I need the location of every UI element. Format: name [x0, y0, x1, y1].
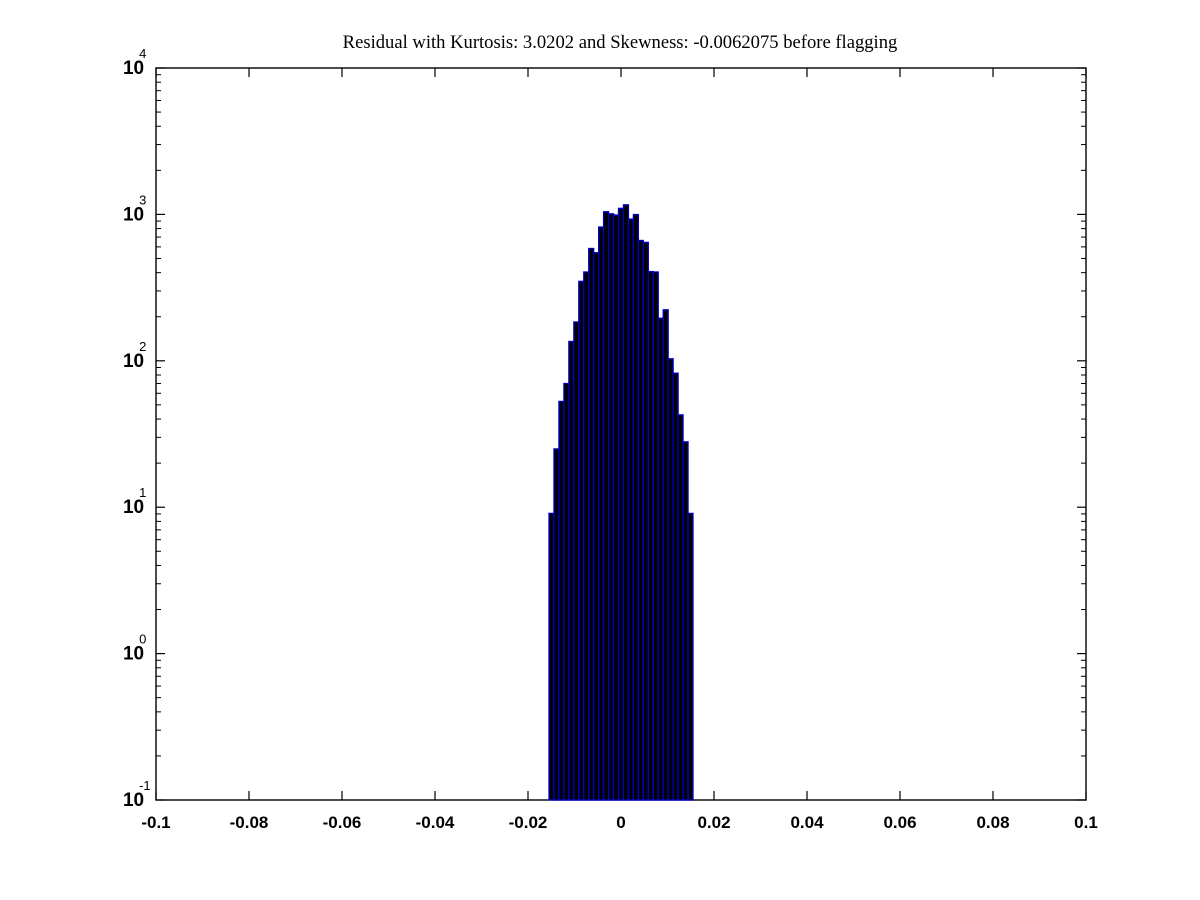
svg-text:10: 10 [123, 644, 144, 665]
svg-text:0.08: 0.08 [976, 813, 1009, 832]
svg-text:10: 10 [123, 497, 144, 518]
svg-text:0: 0 [616, 813, 625, 832]
svg-text:-0.02: -0.02 [509, 813, 548, 832]
svg-text:0.1: 0.1 [1074, 813, 1098, 832]
svg-text:0.04: 0.04 [790, 813, 824, 832]
svg-text:4: 4 [139, 46, 146, 61]
svg-text:-0.1: -0.1 [141, 813, 170, 832]
svg-text:10: 10 [123, 58, 144, 79]
svg-text:1: 1 [139, 485, 146, 500]
svg-text:-0.08: -0.08 [230, 813, 269, 832]
svg-text:2: 2 [139, 339, 146, 354]
svg-text:0: 0 [139, 632, 146, 647]
svg-text:3: 3 [139, 192, 146, 207]
svg-text:10: 10 [123, 351, 144, 372]
svg-text:0.06: 0.06 [883, 813, 916, 832]
svg-text:10: 10 [123, 790, 144, 811]
svg-text:Residual with Kurtosis: 3.0202: Residual with Kurtosis: 3.0202 and Skewn… [343, 32, 898, 53]
svg-text:10: 10 [123, 204, 144, 225]
svg-text:-0.06: -0.06 [323, 813, 362, 832]
svg-text:0.02: 0.02 [697, 813, 730, 832]
svg-text:-0.04: -0.04 [416, 813, 455, 832]
svg-text:-1: -1 [139, 778, 151, 793]
